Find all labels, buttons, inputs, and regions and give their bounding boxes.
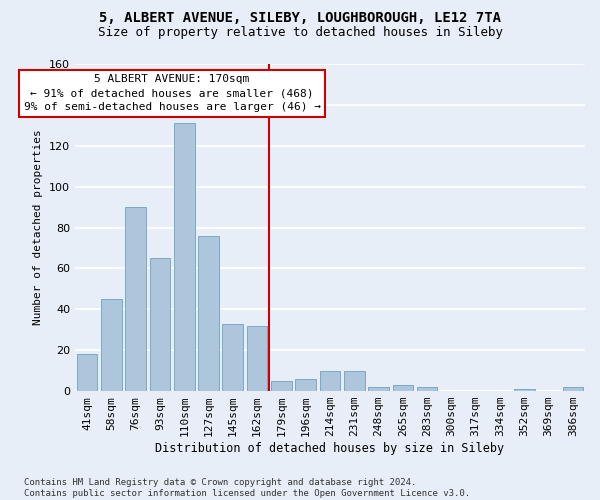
- Bar: [368, 387, 389, 391]
- Bar: [247, 326, 268, 391]
- Bar: [563, 387, 583, 391]
- Bar: [417, 387, 437, 391]
- Bar: [320, 370, 340, 391]
- Bar: [223, 324, 243, 391]
- Bar: [77, 354, 97, 391]
- X-axis label: Distribution of detached houses by size in Sileby: Distribution of detached houses by size …: [155, 442, 505, 455]
- Bar: [125, 207, 146, 391]
- Text: Contains HM Land Registry data © Crown copyright and database right 2024.
Contai: Contains HM Land Registry data © Crown c…: [24, 478, 470, 498]
- Bar: [514, 389, 535, 391]
- Y-axis label: Number of detached properties: Number of detached properties: [34, 130, 43, 326]
- Bar: [271, 381, 292, 391]
- Bar: [174, 124, 194, 391]
- Bar: [149, 258, 170, 391]
- Text: Size of property relative to detached houses in Sileby: Size of property relative to detached ho…: [97, 26, 503, 39]
- Bar: [198, 236, 219, 391]
- Bar: [392, 385, 413, 391]
- Text: 5, ALBERT AVENUE, SILEBY, LOUGHBOROUGH, LE12 7TA: 5, ALBERT AVENUE, SILEBY, LOUGHBOROUGH, …: [99, 11, 501, 25]
- Bar: [101, 299, 122, 391]
- Text: 5 ALBERT AVENUE: 170sqm
← 91% of detached houses are smaller (468)
9% of semi-de: 5 ALBERT AVENUE: 170sqm ← 91% of detache…: [23, 74, 320, 112]
- Bar: [295, 379, 316, 391]
- Bar: [344, 370, 365, 391]
